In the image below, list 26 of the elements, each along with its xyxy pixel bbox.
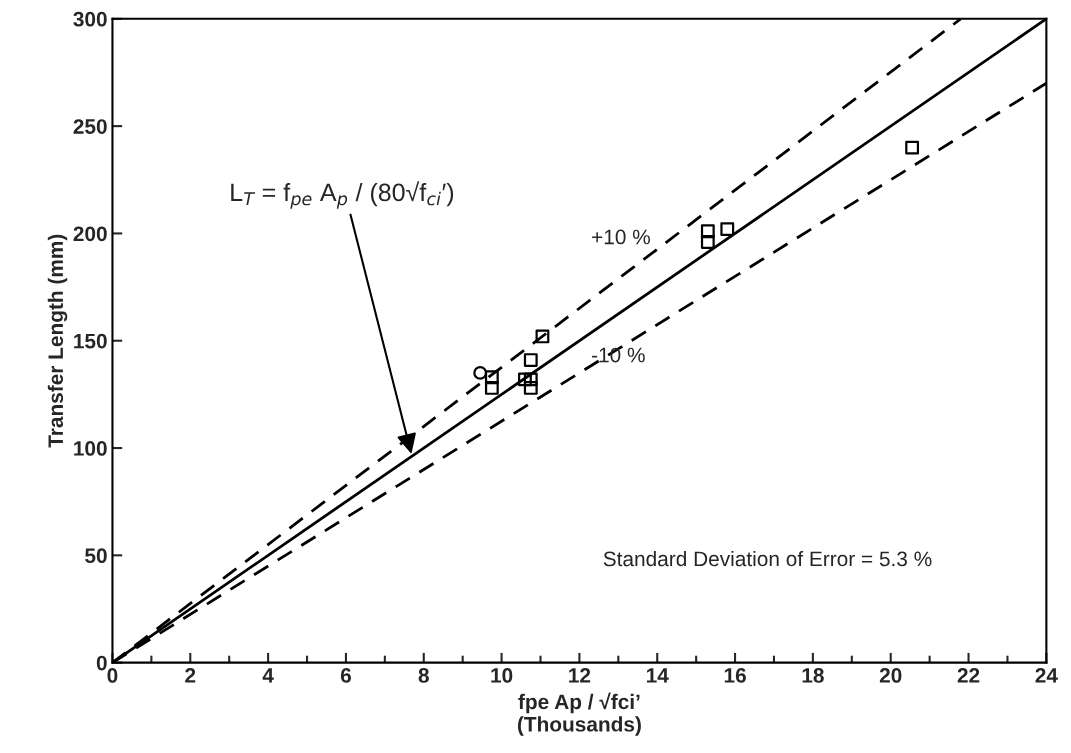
x-tick-label: 14: [646, 668, 669, 683]
x-tick-label: 16: [724, 668, 746, 683]
x-axis-title: fpe Ap / √fci’ (Thousands): [517, 692, 641, 736]
y-tick-label: 300: [73, 11, 107, 27]
annotation: +10 %: [592, 229, 650, 245]
x-tick-label: 12: [569, 668, 591, 683]
x-tick-label: 0: [107, 668, 118, 683]
x-tick-label: 22: [957, 668, 980, 683]
y-tick-label: 50: [85, 548, 107, 564]
annotation: -10 %: [592, 347, 645, 363]
x-tick-label: 20: [879, 668, 902, 683]
x-tick-label: 8: [418, 668, 429, 683]
x-tick-label: 2: [185, 668, 196, 683]
y-tick-label: 100: [74, 441, 107, 456]
x-tick-label: 4: [262, 668, 274, 683]
x-tick-label: 10: [491, 668, 513, 683]
x-tick-label: 6: [340, 668, 351, 683]
y-tick-label: 0: [96, 655, 107, 671]
y-tick-label: 200: [73, 226, 107, 242]
y-tick-label: 150: [74, 333, 107, 349]
annotation: Standard Deviation of Error = 5.3 %: [603, 550, 932, 567]
y-axis-title: Transfer Length (mm): [47, 234, 68, 448]
x-tick-label: 18: [802, 668, 824, 683]
text: L$_{T}$ = f$_{pe}$ A$_{p}$ / (80√f$_{ci}$′): [231, 181, 454, 209]
y-tick-label: 250: [73, 119, 107, 134]
x-tick-label: 24: [1035, 668, 1058, 683]
